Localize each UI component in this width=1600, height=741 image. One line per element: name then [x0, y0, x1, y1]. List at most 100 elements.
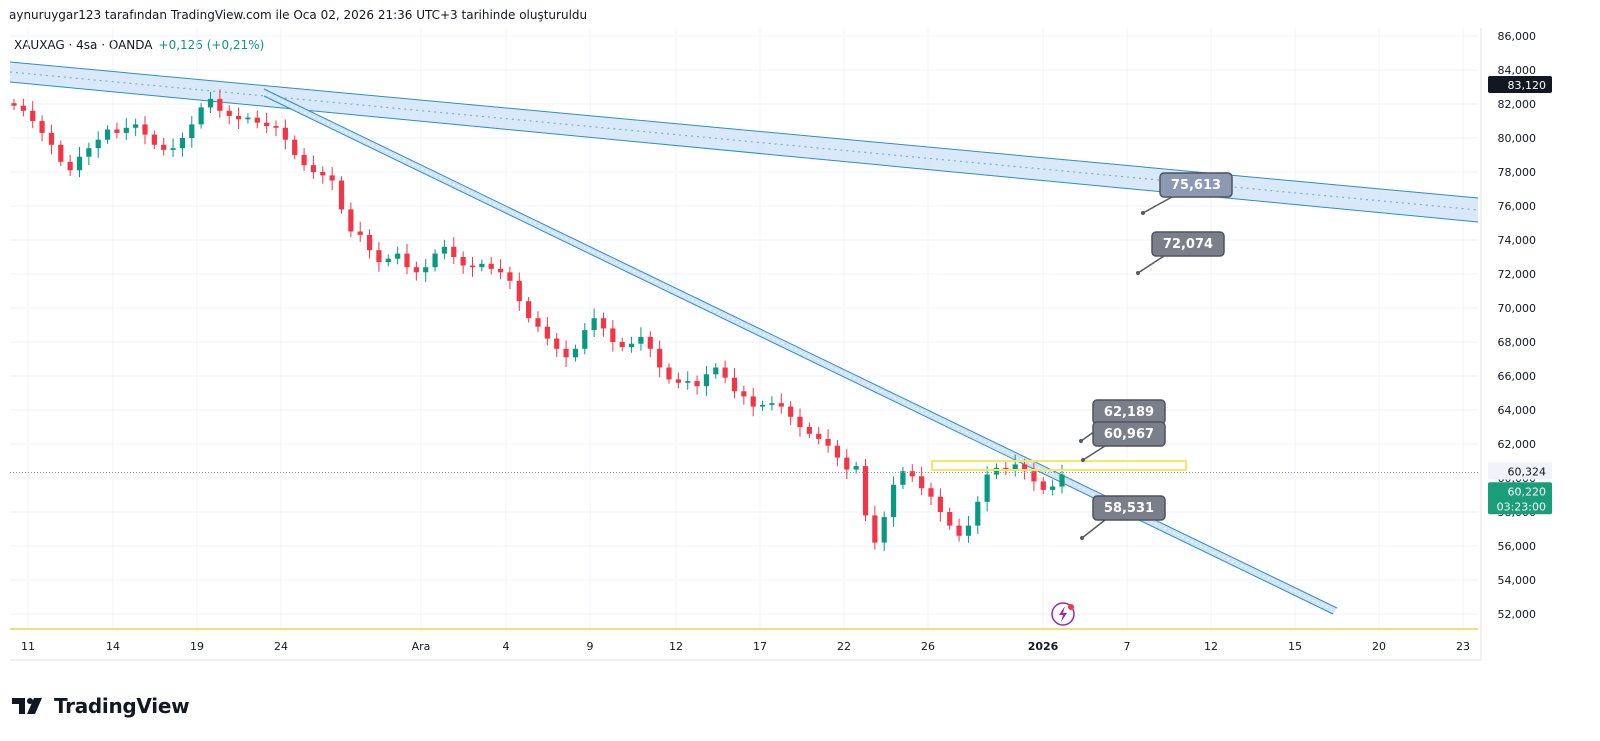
- callout-box: [1092, 495, 1166, 521]
- candle-body: [282, 127, 288, 140]
- trend-band-fill: [264, 89, 1337, 614]
- candle-body: [226, 110, 232, 116]
- candle-body: [30, 110, 36, 121]
- candle-body: [254, 117, 260, 123]
- callout-anchor-dot: [1141, 211, 1145, 215]
- x-tick-label: 9: [587, 640, 594, 653]
- candle-body: [947, 512, 953, 526]
- candle-body: [217, 98, 223, 111]
- candle-body: [919, 476, 925, 489]
- candle-body: [133, 124, 139, 128]
- candle-body: [385, 258, 391, 263]
- candle-body: [1031, 471, 1037, 482]
- candle-body: [48, 132, 55, 145]
- y-tick-label: 62,000: [1498, 438, 1537, 451]
- y-tick-label: 74,000: [1498, 234, 1537, 247]
- candle-body: [713, 367, 719, 375]
- callout-pointer: [1137, 255, 1165, 274]
- y-tick-label: 66,000: [1498, 370, 1537, 383]
- candle-body: [703, 374, 710, 387]
- candle-body: [984, 474, 990, 502]
- candle-body: [797, 416, 803, 427]
- candle-body: [161, 144, 167, 150]
- alert-icon-bolt: [1059, 606, 1067, 622]
- callout-value-text: 75,613: [1171, 178, 1221, 193]
- candle-body: [395, 253, 401, 259]
- x-tick-label: 2026: [1028, 640, 1059, 653]
- chart-grid: [10, 28, 1478, 630]
- candle-body: [507, 272, 513, 281]
- candle-body: [413, 267, 419, 273]
- candle-body: [1003, 467, 1009, 470]
- upper-channel-bottom-line: [9, 81, 1479, 223]
- price-annotation-callout: 60,967: [1081, 421, 1166, 462]
- callout-anchor-dot: [1081, 458, 1085, 462]
- candle-body: [909, 471, 915, 477]
- callout-value-text: 60,967: [1104, 427, 1154, 442]
- callout-box: [1092, 421, 1166, 447]
- candle-body: [582, 330, 588, 349]
- candle-body: [11, 103, 17, 106]
- candle-body: [441, 246, 448, 254]
- candle-body: [722, 367, 728, 378]
- x-tick-label: 24: [274, 640, 288, 653]
- candle-body: [432, 253, 438, 268]
- candle-body: [488, 263, 494, 269]
- candle-body: [292, 139, 298, 155]
- callout-pointer: [1082, 445, 1106, 461]
- candle-body: [423, 267, 429, 273]
- candle-body: [39, 121, 45, 133]
- candle-body: [862, 466, 869, 516]
- candle-body: [975, 501, 981, 526]
- x-tick-label: 26: [921, 640, 935, 653]
- callout-value-text: 62,189: [1104, 405, 1154, 420]
- candle-body: [151, 134, 157, 145]
- y-tick-label: 72,000: [1498, 268, 1537, 281]
- tradingview-logo[interactable]: TradingView: [12, 694, 190, 718]
- candle-body: [95, 139, 101, 149]
- upper-price-badge-bg: [1488, 75, 1552, 93]
- candle-body: [310, 165, 317, 172]
- upper-channel-fill: [10, 62, 1478, 222]
- callout-anchor-dot: [1136, 271, 1140, 275]
- candle-body: [844, 457, 850, 470]
- descending-channel[interactable]: [9, 61, 1479, 615]
- candle-body: [198, 107, 204, 125]
- candle-body: [834, 445, 841, 458]
- candle-body: [348, 209, 354, 232]
- tradingview-logo-icon: [12, 698, 42, 714]
- candle-body: [638, 336, 644, 344]
- trend-band-midline: [263, 92, 1336, 612]
- candle-body: [320, 172, 326, 176]
- symbol-legend[interactable]: XAUXAG · 4sa · OANDA +0,126 (+0,21%): [14, 38, 264, 52]
- y-tick-label: 68,000: [1498, 336, 1537, 349]
- callout-anchor-dot: [1080, 536, 1084, 540]
- candle-body: [554, 338, 560, 349]
- candle-body: [179, 138, 186, 149]
- candle-body: [516, 280, 522, 302]
- candle-body: [123, 127, 129, 133]
- x-tick-label: 20: [1372, 640, 1386, 653]
- x-tick-label: 12: [1204, 640, 1218, 653]
- candle-body: [881, 517, 887, 543]
- last-close-badge-value: 60,324: [1508, 465, 1547, 478]
- candle-body: [657, 348, 663, 368]
- y-tick-label: 84,000: [1498, 64, 1537, 77]
- candle-body: [469, 265, 476, 268]
- tradingview-wordmark: TradingView: [54, 694, 190, 718]
- y-tick-label: 82,000: [1498, 98, 1537, 111]
- symbol-label[interactable]: XAUXAG · 4sa · OANDA: [14, 38, 153, 52]
- last-close-badge: 60,324: [1488, 462, 1552, 480]
- candle-body: [67, 161, 73, 171]
- y-tick-label: 56,000: [1498, 540, 1537, 553]
- chart-credit-text: aynuruygar123 tarafından TradingView.com…: [9, 8, 588, 22]
- callout-anchor-dot: [1079, 439, 1083, 443]
- candle-body: [479, 263, 485, 268]
- candle-body: [404, 253, 410, 268]
- candle-body: [189, 124, 195, 138]
- candle-body: [825, 438, 831, 446]
- candle-body: [366, 234, 373, 251]
- x-tick-label: 22: [837, 640, 851, 653]
- x-tick-label: 12: [669, 640, 683, 653]
